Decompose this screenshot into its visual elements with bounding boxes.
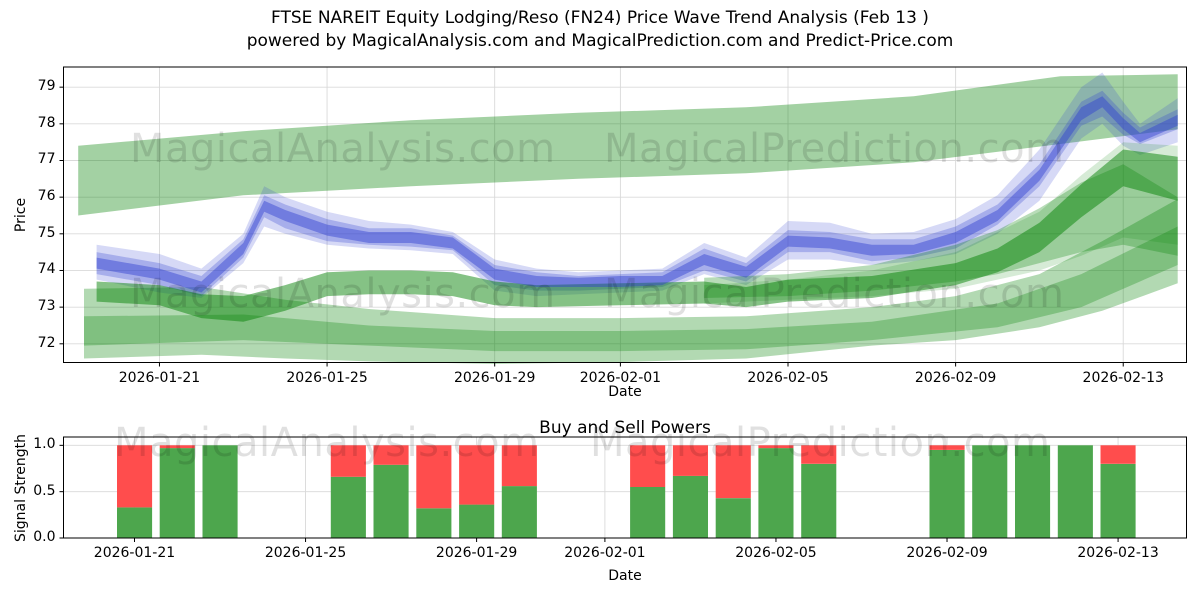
price-y-tick-label: 75 <box>37 224 56 241</box>
sell-bar-2026-01-30 <box>501 445 537 487</box>
price-x-tick-label: 2026-01-29 <box>453 369 536 386</box>
sell-bar-2026-01-27 <box>373 445 409 465</box>
watermark-analysis-row3: MagicalAnalysis.com <box>114 420 540 466</box>
signal-x-tick-label: 2026-02-05 <box>735 545 817 561</box>
buy-bar-2026-02-04 <box>715 498 751 538</box>
buy-bar-2026-01-21 <box>117 507 153 538</box>
price-x-tick-label: 2026-02-09 <box>914 369 997 386</box>
signal-x-tick-label: 2026-01-29 <box>435 545 518 561</box>
signal-x-tick-label: 2026-02-13 <box>1077 545 1159 561</box>
price-x-tick-label: 2026-02-13 <box>1082 369 1164 386</box>
price-chart-date-axis-label: Date <box>608 384 642 400</box>
sell-bar-2026-01-28 <box>416 445 452 509</box>
price-band-fan-light <box>704 164 1178 298</box>
chart-subtitle: powered by MagicalAnalysis.com and Magic… <box>246 31 954 51</box>
buy-bar-2026-02-09 <box>929 450 965 538</box>
sell-bar-2026-02-09 <box>929 445 965 450</box>
price-x-tick-label: 2026-01-21 <box>118 369 201 386</box>
signal-chart-date-axis-label: Date <box>608 568 642 584</box>
price-x-tick-label: 2026-02-05 <box>747 369 829 386</box>
price-y-tick-label: 73 <box>37 298 56 315</box>
watermark-prediction-row2: MagicalPrediction.com <box>604 271 1065 317</box>
price-y-tick-label: 79 <box>37 78 56 95</box>
price-band-lower-channel-outer <box>84 199 1178 364</box>
sell-bar-2026-02-13 <box>1100 445 1136 464</box>
buy-bar-2026-01-23 <box>202 445 238 538</box>
price-y-tick-label: 78 <box>37 114 56 131</box>
buy-bar-2026-02-06 <box>801 463 837 538</box>
buy-bar-2026-02-12 <box>1057 445 1093 538</box>
sell-bar-2026-01-26 <box>330 445 366 477</box>
signal-y-tick-label: 1.0 <box>33 436 56 453</box>
price-plot-border <box>63 66 1187 363</box>
price-y-tick-label: 74 <box>37 261 56 278</box>
buy-bar-2026-01-29 <box>459 504 495 538</box>
chart-title: FTSE NAREIT Equity Lodging/Reso (FN24) P… <box>271 8 929 28</box>
sell-bar-2026-02-04 <box>715 445 751 499</box>
sell-bar-2026-02-02 <box>630 445 666 487</box>
watermark-prediction-row1: MagicalPrediction.com <box>604 126 1065 172</box>
buy-bar-2026-02-02 <box>630 487 666 538</box>
price-band-mid-trend <box>96 149 1178 322</box>
signal-plot-border <box>63 436 1187 539</box>
sell-bar-2026-02-06 <box>801 445 837 464</box>
signal-x-tick-label: 2026-02-09 <box>906 545 988 561</box>
signal-x-tick-label: 2026-01-25 <box>264 545 347 561</box>
watermark-analysis-row2: MagicalAnalysis.com <box>130 271 556 317</box>
price-x-tick-label: 2026-01-25 <box>286 369 368 386</box>
sell-bar-2026-01-29 <box>459 445 495 505</box>
buy-bar-2026-01-26 <box>330 476 366 538</box>
signal-x-tick-label: 2026-02-01 <box>564 545 646 561</box>
price-band-forecast-mid <box>96 90 1178 297</box>
buy-bar-2026-02-03 <box>672 475 708 538</box>
signal-y-tick-label: 0.5 <box>33 482 56 499</box>
price-band-forecast-outer <box>96 72 1178 298</box>
buy-bar-2026-01-22 <box>159 448 195 538</box>
price-band-upper-channel <box>78 74 1178 216</box>
price-y-tick-label: 76 <box>37 188 56 205</box>
buy-bar-2026-01-27 <box>373 464 409 538</box>
price-y-tick-label: 77 <box>37 151 56 168</box>
watermark-analysis-row1: MagicalAnalysis.com <box>130 126 556 172</box>
buy-sell-powers-title: Buy and Sell Powers <box>539 418 711 438</box>
buy-bar-2026-01-30 <box>501 486 537 538</box>
sell-bar-2026-02-05 <box>758 445 794 449</box>
sell-bar-2026-02-03 <box>672 445 708 476</box>
price-y-tick-label: 72 <box>37 334 56 351</box>
signal-x-tick-label: 2026-01-21 <box>93 545 176 561</box>
buy-bar-2026-01-28 <box>416 508 452 538</box>
buy-bar-2026-02-11 <box>1015 445 1051 538</box>
sell-bar-2026-01-22 <box>159 445 195 449</box>
watermark-prediction-row3: MagicalPrediction.com <box>590 420 1051 466</box>
buy-bar-2026-02-13 <box>1100 463 1136 538</box>
price-x-tick-label: 2026-02-01 <box>579 369 662 386</box>
buy-bar-2026-02-10 <box>972 445 1008 538</box>
buy-bar-2026-02-05 <box>758 448 794 538</box>
price-band-lower-channel-inner <box>84 226 1178 352</box>
sell-bar-2026-01-21 <box>117 445 153 508</box>
price-band-fan-pale <box>704 142 1178 304</box>
signal-y-tick-label: 0.0 <box>33 529 56 545</box>
